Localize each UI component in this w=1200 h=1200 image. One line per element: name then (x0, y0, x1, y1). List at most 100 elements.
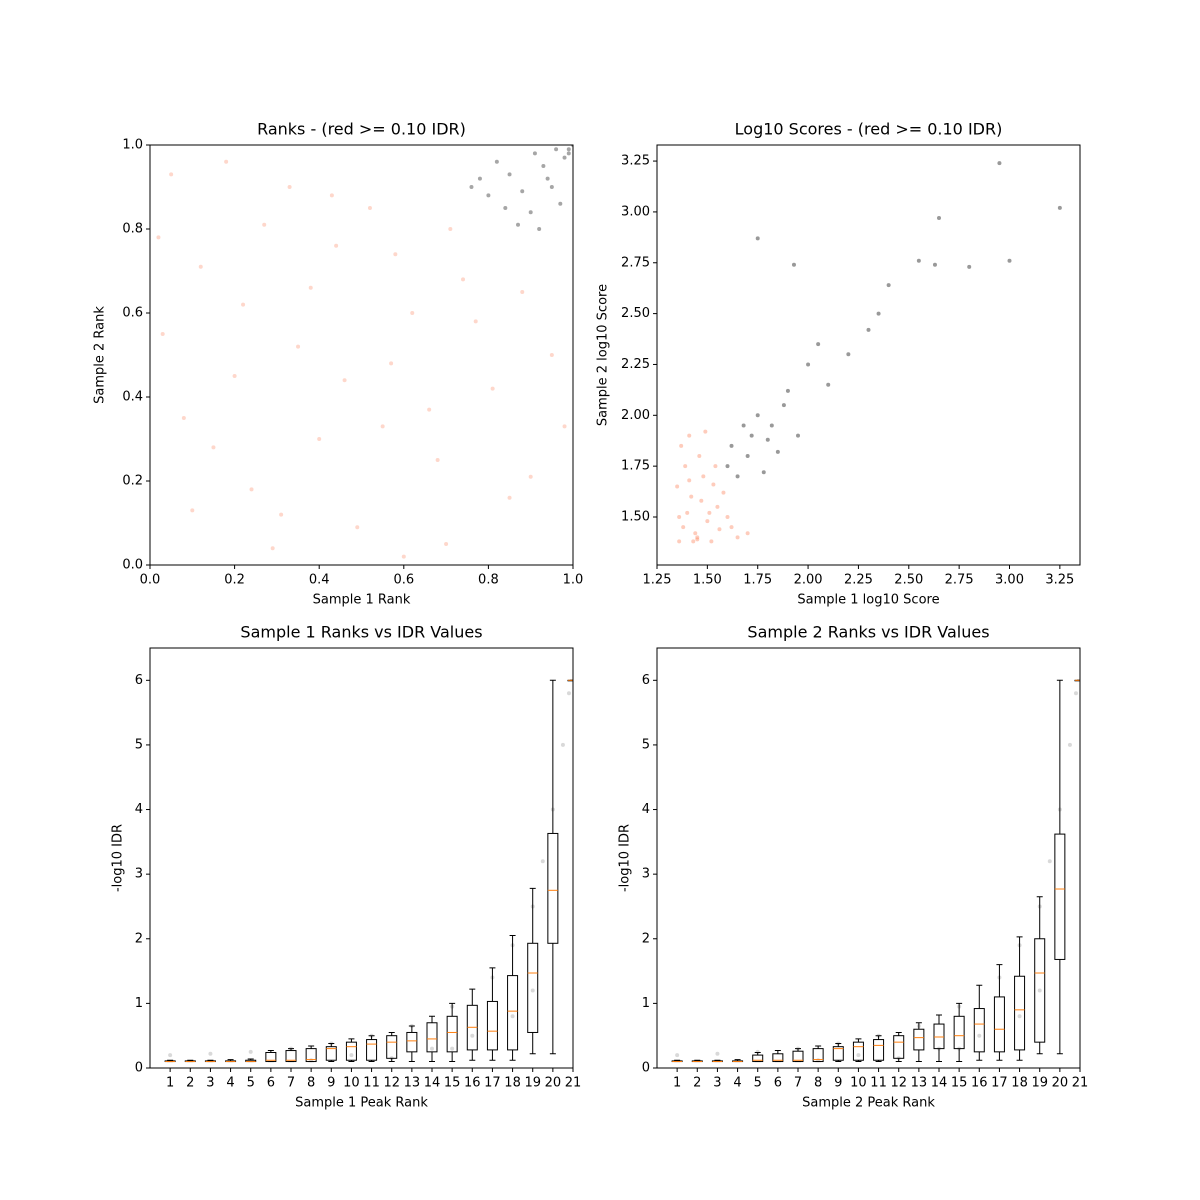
y-tick-label: 5 (135, 737, 143, 752)
point (530, 988, 535, 993)
point (685, 510, 690, 515)
point (826, 382, 831, 387)
point (681, 525, 686, 530)
point (355, 525, 360, 530)
point (380, 424, 385, 429)
point (699, 498, 704, 503)
box (265, 1051, 277, 1063)
point (470, 1033, 475, 1038)
x-tick-label: 10 (343, 1076, 360, 1091)
x-tick-label: 18 (1011, 1076, 1028, 1091)
box (772, 1053, 784, 1063)
point (725, 515, 730, 519)
y-tick-label: 2.75 (621, 255, 650, 270)
y-tick-label: 2.50 (621, 306, 650, 321)
x-tick-label: 14 (424, 1076, 441, 1091)
point (769, 423, 774, 428)
point (687, 478, 692, 483)
y-tick-label: 0.0 (122, 558, 143, 573)
point (1073, 691, 1078, 696)
x-tick-label: 12 (383, 1076, 400, 1091)
box (792, 1050, 804, 1063)
point (540, 859, 545, 864)
box (426, 1022, 438, 1053)
box (1014, 975, 1026, 1051)
point (248, 1049, 253, 1054)
x-tick-label: 0.2 (224, 573, 245, 588)
x-tick-label: 0.8 (478, 573, 499, 588)
point (477, 176, 482, 181)
x-tick-label: 2 (186, 1076, 194, 1091)
point (997, 161, 1002, 166)
point (279, 512, 284, 517)
point (775, 449, 780, 454)
x-tick-label: 7 (287, 1076, 295, 1091)
axes-frame (149, 647, 574, 1069)
y-tick-label: 0.2 (122, 474, 143, 489)
point (510, 1014, 515, 1019)
x-tick-label: 2.50 (894, 573, 923, 588)
whisker-low (449, 1051, 456, 1063)
point (503, 206, 508, 210)
point (675, 484, 680, 489)
point (287, 185, 292, 189)
y-tick-label: 0.4 (122, 390, 143, 405)
point (469, 185, 474, 189)
x-tick-label: 0.0 (140, 573, 161, 588)
whisker-high (469, 988, 476, 1006)
y-tick-label: 5 (642, 737, 650, 752)
y-tick-label: 2.00 (621, 408, 650, 423)
whisker-low (509, 1049, 516, 1061)
x-tick-label: 19 (1031, 1076, 1048, 1091)
point (745, 531, 750, 536)
plot-area (675, 161, 1062, 544)
x-axis-label: Sample 2 Peak Rank (802, 1096, 935, 1111)
plot-area (671, 679, 1080, 1063)
point (562, 424, 567, 429)
point (427, 407, 432, 412)
point (693, 531, 698, 536)
whisker-high (996, 964, 1003, 997)
point (755, 413, 760, 418)
box (1034, 938, 1046, 1043)
whisker-high (489, 967, 496, 1002)
box (285, 1050, 297, 1063)
whisker-high (1056, 679, 1063, 835)
whisker-high (509, 935, 516, 976)
box (873, 1039, 885, 1061)
y-tick-label: 1.0 (122, 138, 143, 153)
point (232, 374, 237, 378)
point (241, 302, 246, 307)
whisker-high (348, 1038, 355, 1043)
point (461, 277, 466, 282)
whisker-high (875, 1035, 882, 1040)
point (675, 1053, 680, 1058)
x-tick-label: 11 (870, 1076, 887, 1091)
x-tick-label: 14 (931, 1076, 948, 1091)
whisker-high (936, 1014, 942, 1025)
point (334, 243, 339, 248)
point (308, 285, 313, 290)
box (832, 1046, 844, 1061)
x-tick-label: 1 (166, 1076, 174, 1091)
plot-area (164, 679, 573, 1063)
point (490, 386, 495, 391)
point (977, 1033, 982, 1038)
chart-title: Sample 1 Ranks vs IDR Values (240, 623, 482, 642)
y-axis-label: -log10 IDR (618, 824, 633, 892)
point (765, 437, 770, 442)
whisker-high (956, 1002, 963, 1017)
point (558, 201, 563, 206)
axes-frame (149, 144, 574, 566)
x-tick-label: 9 (834, 1076, 842, 1091)
x-tick-label: 8 (307, 1076, 315, 1091)
whisker-low (1036, 1042, 1043, 1055)
whisker-low (529, 1032, 536, 1055)
y-axis-label: -log10 IDR (111, 824, 126, 892)
x-tick-label: 2.25 (844, 573, 873, 588)
y-tick-label: 6 (135, 673, 143, 688)
x-tick-label: 21 (565, 1076, 582, 1091)
y-tick-label: 1.75 (621, 459, 650, 474)
whisker-high (368, 1035, 375, 1040)
point (806, 362, 811, 367)
